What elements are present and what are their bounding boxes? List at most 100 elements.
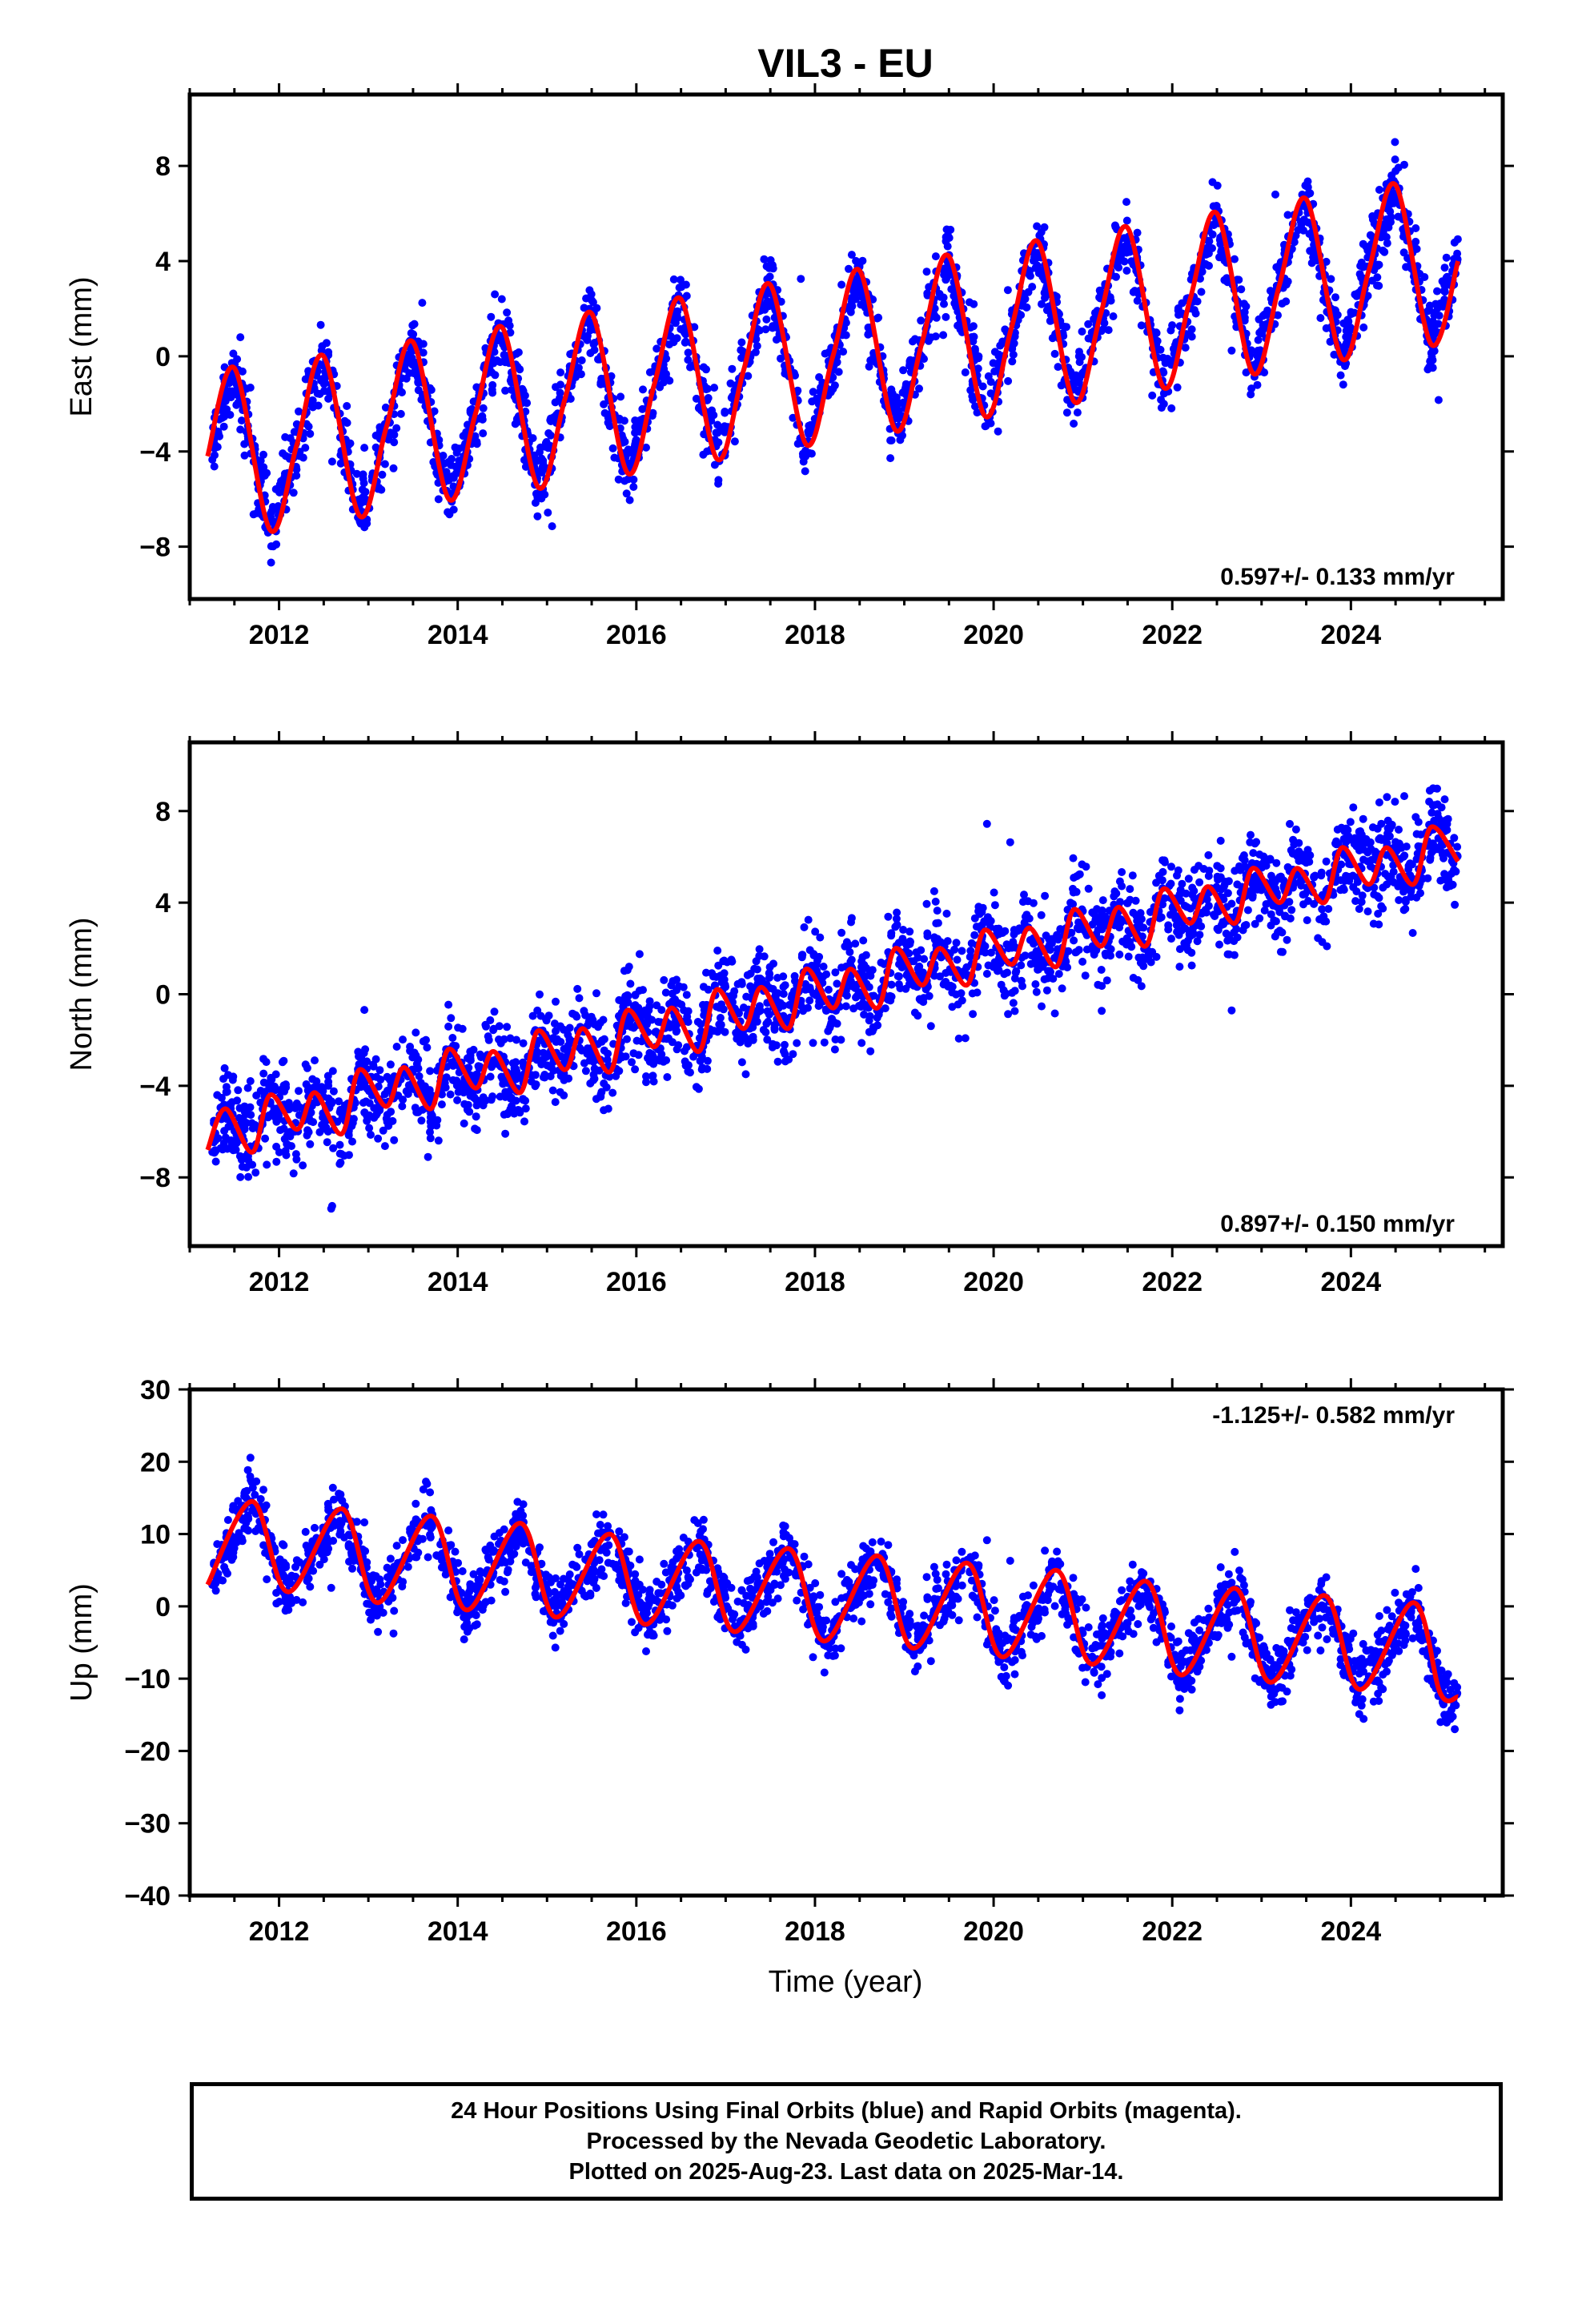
north-point [412, 1028, 420, 1037]
east-point [281, 432, 290, 441]
north-point [244, 1172, 253, 1181]
east-point [710, 384, 719, 392]
east-point [769, 322, 777, 331]
north-point [270, 1104, 279, 1113]
east-point [629, 475, 638, 484]
north-point [1054, 935, 1062, 944]
east-point [1379, 246, 1387, 255]
north-point [841, 1002, 850, 1011]
north-point [285, 1104, 294, 1113]
north-point [1175, 890, 1184, 899]
east-point [857, 300, 865, 309]
east-point [834, 368, 843, 376]
north-point [1017, 976, 1026, 985]
north-point [324, 1077, 333, 1086]
east-point [1351, 290, 1359, 299]
east-point [973, 408, 982, 417]
north-point [624, 991, 632, 1000]
north-point [256, 1087, 265, 1095]
east-point [277, 476, 286, 485]
east-point [497, 295, 506, 304]
east-point [1122, 216, 1131, 225]
north-point [682, 991, 691, 999]
north-point [595, 1066, 604, 1075]
north-point [261, 1134, 270, 1143]
north-point [982, 970, 991, 978]
north-point [1105, 907, 1114, 915]
east-point [931, 332, 940, 341]
east-point [622, 489, 631, 498]
east-point [895, 412, 904, 421]
east-point [972, 354, 981, 363]
east-point [478, 415, 487, 424]
east-point [801, 467, 809, 476]
north-point [541, 1015, 550, 1023]
east-ytick-label: 0 [155, 342, 171, 372]
east-point [1443, 272, 1452, 281]
north-point [1374, 910, 1383, 918]
east-point [1375, 281, 1383, 290]
north-point [962, 963, 971, 971]
east-point [940, 267, 949, 276]
north-point [1377, 902, 1386, 911]
east-point [694, 404, 703, 412]
east-point [1203, 250, 1211, 259]
north-point [1131, 896, 1140, 905]
north-point [575, 994, 584, 1003]
north-point [219, 1075, 227, 1084]
north-point [1217, 921, 1226, 929]
north-point [556, 1022, 564, 1031]
north-point [1297, 881, 1306, 890]
east-point [1174, 304, 1182, 312]
east-point [713, 428, 722, 437]
north-point [282, 1151, 291, 1160]
east-point [371, 431, 380, 440]
east-point [1391, 155, 1399, 164]
north-point [779, 983, 788, 991]
north-point [1069, 900, 1078, 908]
east-point [893, 400, 901, 408]
north-point [1010, 974, 1019, 983]
north-point [460, 1119, 468, 1128]
north-point [948, 983, 957, 991]
east-point [839, 348, 848, 356]
east-point [360, 523, 369, 532]
north-point [932, 919, 941, 927]
east-point [577, 356, 586, 364]
east-point [1166, 356, 1175, 365]
north-point [877, 959, 885, 967]
north-point [243, 1084, 252, 1092]
north-point [1407, 887, 1415, 896]
north-point [556, 1088, 564, 1096]
north-point [1098, 896, 1107, 905]
north-point [891, 923, 900, 931]
east-point [401, 360, 410, 369]
north-point [532, 1080, 540, 1089]
east-point [208, 456, 217, 464]
north-point [608, 1088, 617, 1097]
east-point [1254, 336, 1263, 344]
north-point [831, 1035, 840, 1043]
north-point [1171, 915, 1180, 923]
east-point [340, 416, 349, 425]
east-point [236, 333, 245, 342]
north-point [1215, 940, 1223, 949]
north-point [982, 819, 991, 828]
north-point [1124, 952, 1133, 961]
north-point [572, 1012, 581, 1021]
north-point [514, 1106, 523, 1115]
north-point [1441, 875, 1450, 884]
north-point [719, 957, 728, 966]
east-point [1442, 253, 1451, 262]
east-point [499, 340, 508, 348]
north-point [1331, 839, 1339, 848]
north-point [1366, 838, 1375, 846]
east-point [307, 396, 316, 405]
east-point [426, 384, 435, 392]
north-point [519, 1039, 528, 1047]
north-point [455, 1088, 464, 1096]
north-point [311, 1056, 319, 1065]
east-point [760, 255, 769, 263]
north-point [972, 923, 981, 931]
north-point [322, 1124, 331, 1132]
